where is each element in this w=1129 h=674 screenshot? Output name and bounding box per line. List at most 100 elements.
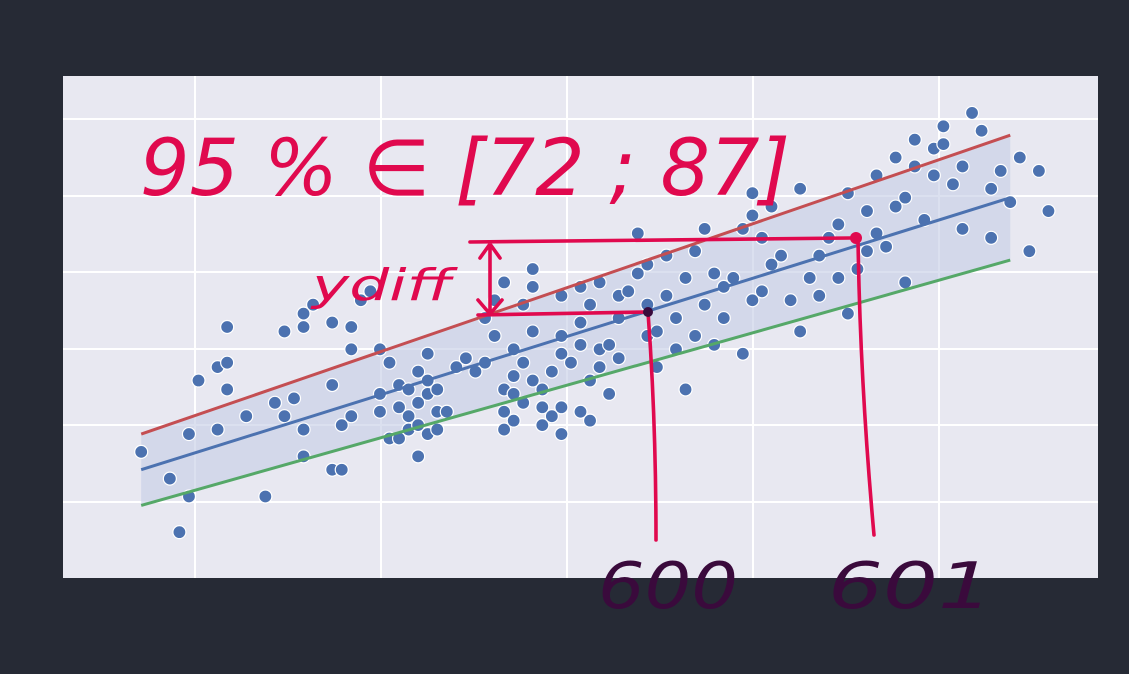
- scatter-point: [630, 226, 645, 241]
- scatter-point: [955, 221, 970, 236]
- scatter-point: [258, 489, 273, 504]
- scatter-point: [506, 368, 521, 384]
- scatter-point: [458, 351, 473, 366]
- scatter-point: [993, 163, 1008, 178]
- scatter-point: [286, 391, 302, 406]
- scatter-point: [754, 284, 770, 299]
- scatter-point: [764, 199, 779, 214]
- scatter-point: [984, 181, 999, 196]
- source-point-marker: [643, 307, 653, 317]
- interval-annotation: 95 % ∈ [72 ; 87]: [140, 124, 790, 214]
- scatter-point: [793, 324, 808, 339]
- scatter-point: [783, 293, 798, 308]
- scatter-point: [563, 355, 579, 370]
- scatter-point: [573, 404, 588, 419]
- scatter-point: [716, 310, 731, 326]
- scatter-point: [964, 105, 980, 121]
- scatter-point: [888, 150, 903, 165]
- lower-bound-line: [140, 258, 1011, 507]
- scatter-point: [391, 400, 407, 415]
- scatter-point: [497, 275, 512, 290]
- scatter-point: [831, 270, 846, 286]
- scatter-point: [525, 373, 540, 388]
- scatter-point: [802, 270, 817, 286]
- scatter-point: [344, 409, 359, 424]
- scatter-point: [592, 360, 607, 375]
- scatter-point: [306, 297, 321, 312]
- scatter-point: [1041, 203, 1056, 219]
- scatter-point: [945, 177, 961, 192]
- scatter-point: [859, 244, 875, 259]
- scatter-point: [745, 208, 760, 223]
- scatter-point: [582, 297, 598, 312]
- scatter-point: [907, 132, 922, 147]
- scatter-point: [411, 364, 426, 379]
- scatter-point: [745, 186, 760, 201]
- x-mark-600: 600: [598, 550, 738, 624]
- scatter-point: [172, 525, 187, 540]
- scatter-point: [439, 404, 454, 419]
- scatter-point: [707, 266, 722, 281]
- scatter-point: [859, 203, 875, 219]
- scatter-point: [191, 373, 206, 388]
- upper-bound-line: [140, 133, 1011, 436]
- scatter-point: [220, 355, 235, 370]
- scatter-point: [955, 159, 970, 174]
- scatter-point: [420, 346, 435, 361]
- scatter-point: [878, 239, 894, 254]
- scatter-point: [773, 248, 789, 263]
- scatter-point: [411, 449, 426, 464]
- scatter-point: [497, 404, 512, 419]
- scatter-point: [334, 462, 349, 477]
- scatter-point: [1022, 244, 1037, 259]
- scatter-point: [382, 355, 397, 370]
- marker-601-drop-line: [856, 236, 876, 537]
- scatter-point: [325, 377, 340, 393]
- scatter-point: [926, 168, 941, 183]
- scatter-point: [812, 288, 827, 303]
- scatter-point: [984, 230, 999, 245]
- scatter-point: [525, 261, 540, 277]
- scatter-point: [544, 409, 559, 424]
- scatter-point: [678, 270, 693, 286]
- scatter-point: [974, 123, 989, 138]
- x-mark-601: 601: [828, 550, 993, 624]
- scatter-point: [659, 288, 674, 303]
- scatter-point: [611, 351, 626, 366]
- scatter-point: [582, 413, 598, 428]
- scatter-point: [363, 284, 378, 299]
- scatter-point: [372, 404, 388, 419]
- ydiff-annotation: ydiff: [309, 260, 458, 311]
- scatter-point: [554, 426, 569, 442]
- marker-600-drop-line: [646, 310, 658, 542]
- scatter-point: [220, 382, 235, 397]
- scatter-point: [162, 471, 177, 486]
- scatter-point: [181, 426, 197, 442]
- scatter-point: [134, 444, 149, 459]
- scatter-point: [1031, 163, 1047, 178]
- scatter-point: [296, 319, 311, 335]
- scatter-point: [602, 386, 617, 401]
- scatter-point: [745, 293, 760, 308]
- scatter-points: [134, 105, 1056, 540]
- scatter-point: [296, 306, 311, 321]
- scatter-point: [267, 395, 282, 410]
- scatter-point: [344, 342, 359, 357]
- scatter-point: [831, 217, 846, 232]
- scatter-point: [554, 346, 569, 361]
- scatter-point: [506, 413, 521, 428]
- scatter-point: [525, 324, 540, 339]
- scatter-point: [535, 400, 550, 415]
- scatter-point: [840, 306, 856, 321]
- scatter-point: [430, 382, 445, 397]
- scatter-point: [525, 279, 540, 294]
- scatter-point: [296, 422, 311, 437]
- scatter-point: [535, 418, 550, 433]
- scatter-point: [411, 395, 426, 410]
- scatter-point: [554, 400, 569, 415]
- scatter-point: [210, 422, 225, 437]
- scatter-point: [668, 310, 684, 326]
- scatter-point: [649, 324, 665, 339]
- scatter-point: [344, 319, 359, 335]
